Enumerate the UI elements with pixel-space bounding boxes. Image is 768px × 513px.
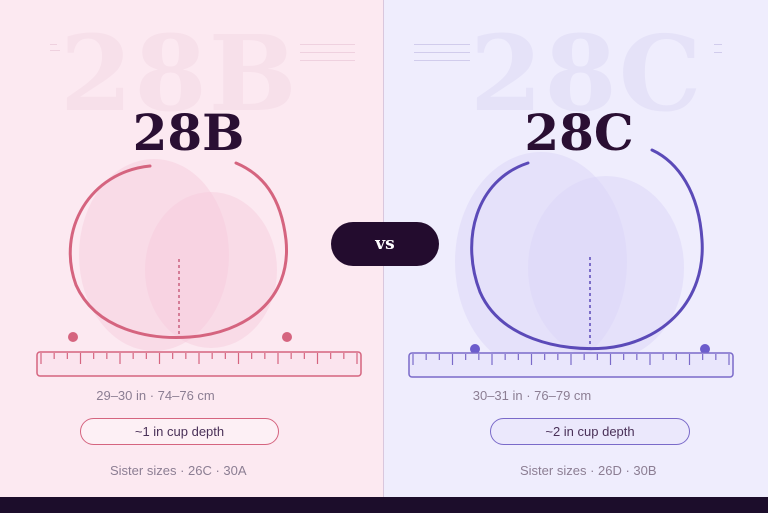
deco-line bbox=[414, 52, 470, 53]
measure-dot-right bbox=[282, 332, 292, 342]
deco-line bbox=[50, 44, 57, 45]
band-measurement: 29–30 in · 74–76 cm bbox=[96, 388, 215, 403]
deco-line bbox=[714, 52, 722, 53]
tape-ticks bbox=[412, 354, 730, 365]
cup-shadow bbox=[528, 176, 684, 360]
cup-shadow bbox=[79, 159, 229, 351]
measure-dot-right bbox=[700, 344, 710, 354]
deco-line bbox=[50, 50, 60, 51]
size-title: 28C bbox=[524, 103, 634, 162]
deco-line bbox=[300, 60, 355, 61]
cup-depth-pill: ~1 in cup depth bbox=[80, 418, 279, 445]
vs-badge: vs bbox=[331, 222, 439, 266]
deco-line bbox=[300, 52, 355, 53]
cup-depth-pill: ~2 in cup depth bbox=[490, 418, 690, 445]
cup-illustration-28b bbox=[36, 159, 362, 377]
measure-dot-left bbox=[470, 344, 480, 354]
ghost-size-text: 28C bbox=[470, 12, 704, 135]
footer-bar bbox=[0, 497, 768, 513]
band-measurement: 30–31 in · 76–79 cm bbox=[472, 388, 592, 403]
cup-shadow bbox=[145, 192, 277, 348]
panel-28b: 28B 28B 29–30 in · 74–76 cm ~1 in cup de… bbox=[0, 0, 383, 497]
panel-28c: 28C 28C 30–31 in · 76–79 cm ~2 in cup de… bbox=[384, 0, 768, 497]
cup-illustration-28c bbox=[408, 148, 734, 378]
sister-sizes: Sister sizes · 26C · 30A bbox=[110, 463, 247, 478]
deco-line bbox=[714, 44, 722, 45]
cup-outline bbox=[470, 148, 704, 351]
cup-outline bbox=[68, 161, 288, 339]
size-title: 28B bbox=[132, 103, 245, 162]
deco-line bbox=[414, 60, 470, 61]
tape-ticks bbox=[40, 353, 358, 364]
measure-dot-left bbox=[68, 332, 78, 342]
deco-line bbox=[300, 44, 355, 45]
sister-sizes: Sister sizes · 26D · 30B bbox=[520, 463, 657, 478]
ghost-size-text: 28B bbox=[60, 12, 299, 135]
deco-line bbox=[414, 44, 470, 45]
